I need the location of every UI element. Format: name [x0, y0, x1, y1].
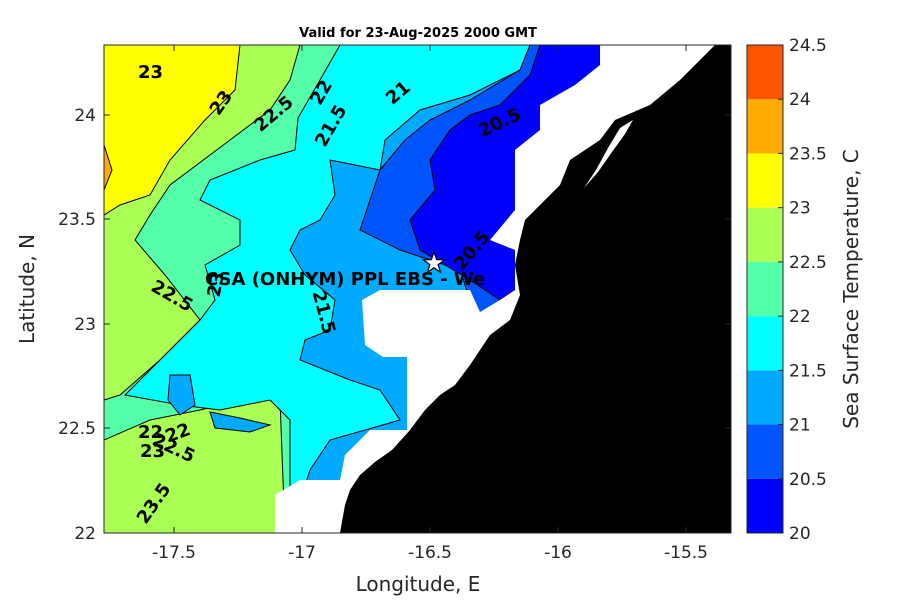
peninsula-gap — [584, 120, 633, 188]
y-tick-label: 23.5 — [58, 210, 96, 230]
colorbar-frame — [746, 44, 784, 534]
y-axis-label: Latitude, N — [15, 234, 39, 344]
colorbar-tick-label: 22 — [789, 307, 811, 327]
colorbar-segment — [747, 153, 783, 208]
colorbar-tick-labels: 24.5 24 23.5 23 22.5 22 21.5 21 20.5 20 — [789, 36, 827, 544]
colorbar-segment — [747, 316, 783, 371]
colorbar-segment — [747, 45, 783, 100]
x-tick-label: -16.5 — [408, 543, 452, 563]
x-tick-label: -17 — [288, 543, 316, 563]
coastline-land — [340, 45, 731, 533]
colorbar-segment — [747, 424, 783, 479]
y-tick-label: 22.5 — [58, 419, 96, 439]
station-marker — [421, 250, 447, 274]
map-plot-area — [104, 45, 731, 533]
colorbar-tick-label: 24.5 — [789, 36, 827, 56]
y-tick-label: 23 — [74, 315, 96, 335]
colorbar-segment — [747, 99, 783, 154]
station-star-icon — [421, 250, 447, 274]
x-axis-ticks — [173, 45, 687, 533]
x-tick-label: -15.5 — [664, 543, 708, 563]
colorbar-tick-label: 22.5 — [789, 253, 827, 273]
y-tick-label: 24 — [74, 106, 96, 126]
colorbar-tick-label: 21 — [789, 416, 811, 436]
station-label: CSA (ONHYM) PPL EBS - We — [205, 269, 485, 290]
colorbar-tick-label: 20 — [789, 524, 811, 544]
contour-label: 23 — [140, 441, 165, 462]
colorbar-tick-label: 20.5 — [789, 470, 827, 490]
map-axes-frame — [103, 44, 732, 534]
sst-patch-21-21.5-a — [167, 374, 196, 416]
contour-label: 22 — [138, 422, 163, 443]
colorbar-segment — [747, 261, 783, 317]
sst-band-23.5-24-west — [104, 144, 113, 191]
colorbar-tick-label: 21.5 — [789, 361, 827, 381]
colorbar — [747, 44, 783, 534]
contour-label: 23 — [138, 62, 163, 83]
contour-label: 23 — [204, 270, 229, 298]
x-axis-label: Longitude, E — [356, 572, 481, 596]
x-tick-label: -16 — [544, 543, 572, 563]
colorbar-segment — [747, 478, 783, 533]
x-tick-label: -17.5 — [152, 543, 196, 563]
map-title: Valid for 23-Aug-2025 2000 GMT — [299, 26, 537, 41]
colorbar-segment — [747, 207, 783, 262]
colorbar-tick-label: 24 — [789, 90, 811, 110]
colorbar-tick-label: 23.5 — [789, 144, 827, 164]
sst-band-23-23.5-north — [104, 45, 241, 216]
y-axis-ticks — [104, 114, 731, 534]
colorbar-segment — [747, 370, 783, 425]
y-tick-label: 22 — [74, 524, 96, 544]
sst-patch-21-21.5-b — [209, 411, 272, 433]
colorbar-label: Sea Surface Temperature, C — [839, 149, 863, 429]
colorbar-tick-label: 23 — [789, 199, 811, 219]
